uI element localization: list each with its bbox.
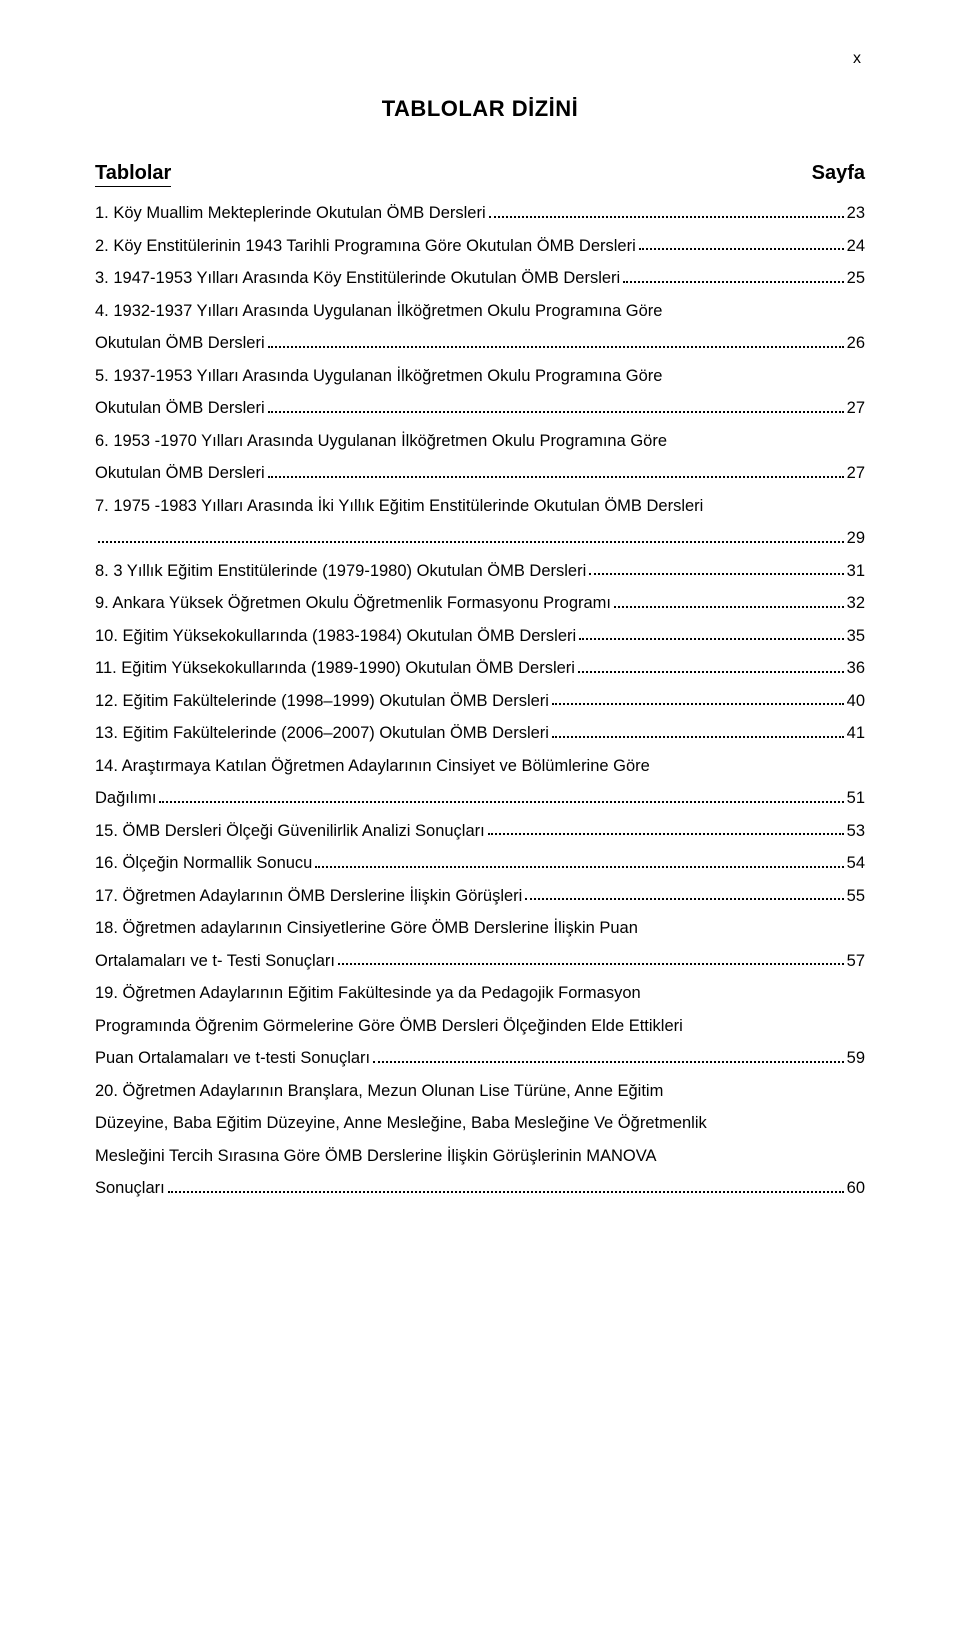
toc-dots [578, 671, 844, 673]
toc-dots [639, 248, 844, 250]
toc-page: 36 [847, 660, 865, 677]
toc-text: 17. Öğretmen Adaylarının ÖMB Derslerine … [95, 888, 522, 905]
toc-entry: 19. Öğretmen Adaylarının Eğitim Fakültes… [95, 985, 865, 1067]
toc-entry: 3. 1947-1953 Yılları Arasında Köy Enstit… [95, 270, 865, 287]
toc-text: Dağılımı [95, 790, 156, 807]
toc-entry: 15. ÖMB Dersleri Ölçeği Güvenilirlik Ana… [95, 823, 865, 840]
toc-text-line: 4. 1932-1937 Yılları Arasında Uygulanan … [95, 303, 865, 320]
toc-dots [579, 638, 843, 640]
toc-text: 12. Eğitim Fakültelerinde (1998–1999) Ok… [95, 693, 549, 710]
toc-text: Okutulan ÖMB Dersleri [95, 400, 265, 417]
toc-page: 55 [847, 888, 865, 905]
toc-text: Ortalamaları ve t- Testi Sonuçları [95, 953, 335, 970]
toc-page: 27 [847, 400, 865, 417]
toc-text: 10. Eğitim Yüksekokullarında (1983-1984)… [95, 628, 576, 645]
toc-entry: 5. 1937-1953 Yılları Arasında Uygulanan … [95, 368, 865, 417]
toc-text-line: 18. Öğretmen adaylarının Cinsiyetlerine … [95, 920, 865, 937]
toc-entry: 13. Eğitim Fakültelerinde (2006–2007) Ok… [95, 725, 865, 742]
toc-page: 40 [847, 693, 865, 710]
toc-page: 35 [847, 628, 865, 645]
toc-page: 60 [847, 1180, 865, 1197]
toc-entry: 18. Öğretmen adaylarının Cinsiyetlerine … [95, 920, 865, 969]
toc-dots [489, 216, 844, 218]
toc-list: 1. Köy Muallim Mekteplerinde Okutulan ÖM… [95, 205, 865, 1197]
toc-entry: 8. 3 Yıllık Eğitim Enstitülerinde (1979-… [95, 563, 865, 580]
header-left: Tablolar [95, 162, 171, 187]
toc-text: Okutulan ÖMB Dersleri [95, 465, 265, 482]
toc-text: 13. Eğitim Fakültelerinde (2006–2007) Ok… [95, 725, 549, 742]
toc-entry: 16. Ölçeğin Normallik Sonucu 54 [95, 855, 865, 872]
toc-text-line: 20. Öğretmen Adaylarının Branşlara, Mezu… [95, 1083, 865, 1100]
toc-text: 1. Köy Muallim Mekteplerinde Okutulan ÖM… [95, 205, 486, 222]
toc-entry: 4. 1932-1937 Yılları Arasında Uygulanan … [95, 303, 865, 352]
toc-dots [552, 703, 844, 705]
toc-page: 51 [847, 790, 865, 807]
toc-text-line: 5. 1937-1953 Yılları Arasında Uygulanan … [95, 368, 865, 385]
toc-page: 32 [847, 595, 865, 612]
toc-text-line: 6. 1953 -1970 Yılları Arasında Uygulanan… [95, 433, 865, 450]
header-right: Sayfa [812, 162, 865, 187]
toc-dots [614, 606, 844, 608]
toc-entry: 20. Öğretmen Adaylarının Branşlara, Mezu… [95, 1083, 865, 1197]
toc-entry: 17. Öğretmen Adaylarının ÖMB Derslerine … [95, 888, 865, 905]
toc-text: 2. Köy Enstitülerinin 1943 Tarihli Progr… [95, 238, 636, 255]
toc-text: Okutulan ÖMB Dersleri [95, 335, 265, 352]
toc-page: 24 [847, 238, 865, 255]
toc-header: Tablolar Sayfa [95, 162, 865, 187]
toc-dots [268, 346, 844, 348]
toc-entry: 10. Eğitim Yüksekokullarında (1983-1984)… [95, 628, 865, 645]
toc-text-line: 14. Araştırmaya Katılan Öğretmen Adaylar… [95, 758, 865, 775]
toc-entry: 9. Ankara Yüksek Öğretmen Okulu Öğretmen… [95, 595, 865, 612]
toc-text: Puan Ortalamaları ve t-testi Sonuçları [95, 1050, 370, 1067]
toc-page: 26 [847, 335, 865, 352]
toc-text-line: 7. 1975 -1983 Yılları Arasında İki Yıllı… [95, 498, 865, 515]
toc-page: 41 [847, 725, 865, 742]
toc-text-line: 19. Öğretmen Adaylarının Eğitim Fakültes… [95, 985, 865, 1002]
toc-text-line: Düzeyine, Baba Eğitim Düzeyine, Anne Mes… [95, 1115, 865, 1132]
toc-text: Sonuçları [95, 1180, 165, 1197]
toc-entry: 14. Araştırmaya Katılan Öğretmen Adaylar… [95, 758, 865, 807]
toc-text: 9. Ankara Yüksek Öğretmen Okulu Öğretmen… [95, 595, 611, 612]
page-title: TABLOLAR DİZİNİ [95, 96, 865, 122]
toc-entry: 11. Eğitim Yüksekokullarında (1989-1990)… [95, 660, 865, 677]
toc-dots [552, 736, 844, 738]
toc-entry: 7. 1975 -1983 Yılları Arasında İki Yıllı… [95, 498, 865, 547]
toc-text: 3. 1947-1953 Yılları Arasında Köy Enstit… [95, 270, 620, 287]
page-number: x [95, 50, 865, 68]
toc-page: 53 [847, 823, 865, 840]
toc-text: 16. Ölçeğin Normallik Sonucu [95, 855, 312, 872]
toc-text-line: Mesleğini Tercih Sırasına Göre ÖMB Dersl… [95, 1148, 865, 1165]
toc-entry: 2. Köy Enstitülerinin 1943 Tarihli Progr… [95, 238, 865, 255]
toc-dots [268, 411, 844, 413]
toc-page: 29 [847, 530, 865, 547]
toc-entry: 6. 1953 -1970 Yılları Arasında Uygulanan… [95, 433, 865, 482]
toc-text: 8. 3 Yıllık Eğitim Enstitülerinde (1979-… [95, 563, 586, 580]
toc-dots [338, 963, 844, 965]
toc-page: 59 [847, 1050, 865, 1067]
toc-page: 31 [847, 563, 865, 580]
toc-dots [623, 281, 843, 283]
toc-text-line: Programında Öğrenim Görmelerine Göre ÖMB… [95, 1018, 865, 1035]
toc-dots [315, 866, 843, 868]
toc-dots [589, 573, 843, 575]
toc-page: 27 [847, 465, 865, 482]
toc-entry: 12. Eğitim Fakültelerinde (1998–1999) Ok… [95, 693, 865, 710]
toc-dots [525, 898, 843, 900]
toc-dots [488, 833, 844, 835]
toc-dots [168, 1191, 844, 1193]
toc-page: 57 [847, 953, 865, 970]
toc-dots [268, 476, 844, 478]
toc-text: 15. ÖMB Dersleri Ölçeği Güvenilirlik Ana… [95, 823, 485, 840]
toc-page: 23 [847, 205, 865, 222]
toc-dots [159, 801, 843, 803]
toc-dots [373, 1061, 844, 1063]
toc-text: 11. Eğitim Yüksekokullarında (1989-1990)… [95, 660, 575, 677]
toc-page: 25 [847, 270, 865, 287]
toc-dots [98, 541, 844, 543]
toc-page: 54 [847, 855, 865, 872]
toc-entry: 1. Köy Muallim Mekteplerinde Okutulan ÖM… [95, 205, 865, 222]
